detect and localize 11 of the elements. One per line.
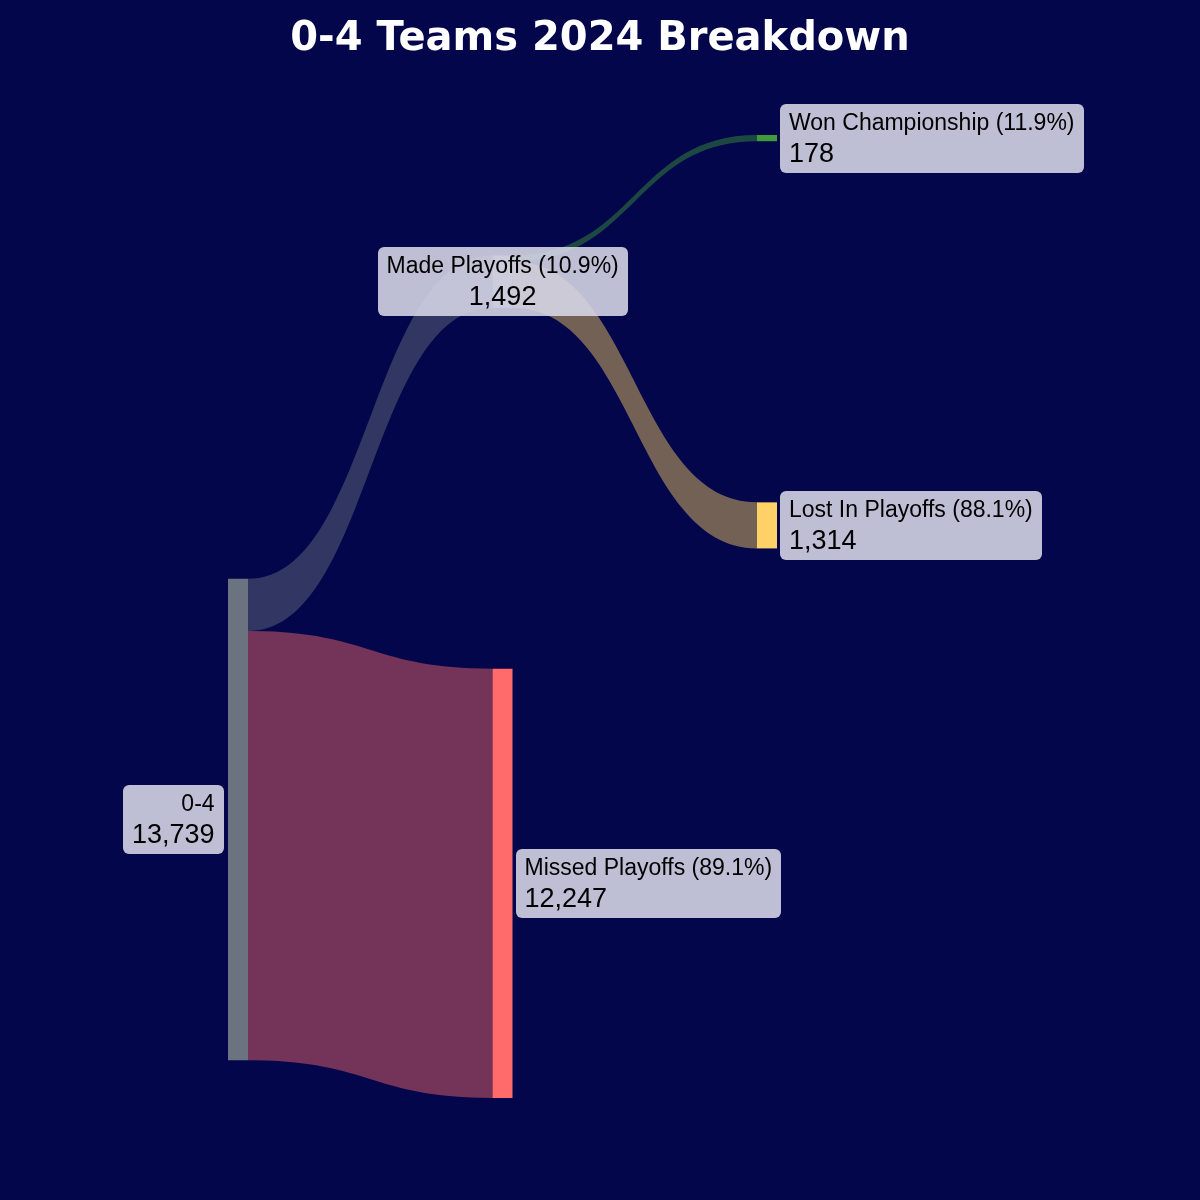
category-label: Lost In Playoffs (88.1%) <box>789 494 1033 524</box>
data-label: 12,247 <box>524 881 609 914</box>
category-label: Missed Playoffs (89.1%) <box>524 852 773 882</box>
category-label: Won Championship (11.9%) <box>789 107 1075 137</box>
text: 0-4 Teams 2024 Breakdown <box>290 13 910 60</box>
data-label: 13,739 <box>132 818 215 851</box>
data-label: 1,314 <box>789 523 858 556</box>
category-label: Made Playoffs (10.9%) <box>386 251 619 280</box>
data-label: 1,492 <box>467 280 538 313</box>
data-label: 178 <box>789 136 836 169</box>
category-label: 0-4 <box>180 789 215 819</box>
